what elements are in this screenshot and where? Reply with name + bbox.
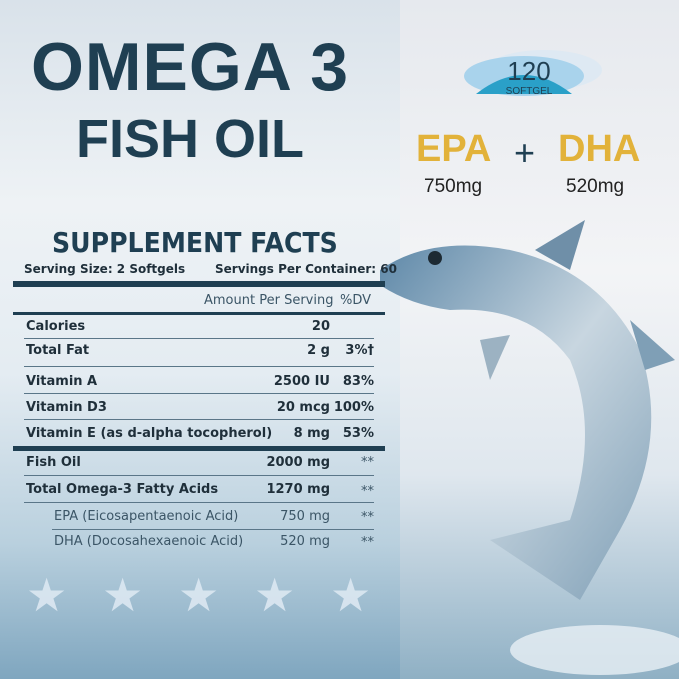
epa-label: EPA <box>416 128 492 170</box>
nutrient-amount: 20 <box>311 319 330 334</box>
nutrient-dv: 100% <box>333 400 374 415</box>
facts-row-total-fat: Total Fat 2 g 3%† <box>24 339 374 367</box>
amount-per-serving-header: Amount Per Serving <box>204 293 334 308</box>
star-icon: ★ <box>26 568 68 622</box>
nutrient-name: Fish Oil <box>26 455 81 470</box>
facts-row-vitamin-e: Vitamin E (as d-alpha tocopherol) 8 mg 53% <box>24 420 374 446</box>
nutrient-amount: 8 mg <box>293 426 330 441</box>
dv-header: %DV <box>340 293 372 308</box>
jumping-fish-image <box>380 220 679 675</box>
nutrient-dv: 53% <box>342 426 374 441</box>
star-icon: ★ <box>178 568 220 622</box>
nutrient-amount: 2500 IU <box>273 374 330 389</box>
facts-row-vitamin-a: Vitamin A 2500 IU 83% <box>24 367 374 394</box>
softgel-badge <box>464 50 602 96</box>
nutrient-name: Total Omega-3 Fatty Acids <box>26 482 219 497</box>
star-icon: ★ <box>102 568 144 622</box>
nutrient-amount: 750 mg <box>280 509 330 524</box>
nutrient-amount: 2 g <box>307 343 330 358</box>
facts-row-fish-oil: Fish Oil 2000 mg ** <box>24 451 374 476</box>
facts-row-vitamin-d3: Vitamin D3 20 mcg 100% <box>24 394 374 420</box>
nutrient-amount: 20 mcg <box>276 400 330 415</box>
facts-row-calories: Calories 20 <box>24 315 374 339</box>
epa-amount: 750mg <box>424 176 483 197</box>
title-line2: FISH OIL <box>76 109 304 169</box>
nutrient-amount: 520 mg <box>280 534 330 549</box>
title-line1: OMEGA 3 <box>30 29 350 105</box>
nutrient-name: Vitamin A <box>26 374 98 389</box>
badge-count: 120 <box>507 56 551 86</box>
nutrient-name: EPA (Eicosapentaenoic Acid) <box>54 509 239 524</box>
servings-per-container: Servings Per Container: 60 <box>215 262 397 276</box>
nutrient-dv: ** <box>361 484 374 499</box>
facts-row-epa: EPA (Eicosapentaenoic Acid) 750 mg ** <box>52 503 374 530</box>
nutrient-dv: ** <box>361 455 374 470</box>
dha-label: DHA <box>558 128 641 170</box>
nutrient-name: Calories <box>26 319 86 334</box>
nutrient-name: Vitamin D3 <box>26 400 107 415</box>
facts-row-omega-3: Total Omega-3 Fatty Acids 1270 mg ** <box>24 476 374 503</box>
nutrient-dv: ** <box>361 535 374 550</box>
nutrient-name: Vitamin E (as d-alpha tocopherol) <box>26 426 273 441</box>
star-icon: ★ <box>254 568 296 622</box>
nutrient-dv: 83% <box>342 374 374 389</box>
serving-size: Serving Size: 2 Softgels <box>24 262 186 276</box>
nutrient-amount: 1270 mg <box>266 482 330 497</box>
facts-row-dha: DHA (Docosahexaenoic Acid) 520 mg ** <box>52 530 374 556</box>
nutrient-amount: 2000 mg <box>266 455 330 470</box>
nutrient-name: DHA (Docosahexaenoic Acid) <box>54 534 244 549</box>
thick-divider <box>13 446 385 451</box>
badge-unit: SOFTGEL <box>505 86 553 97</box>
dha-amount: 520mg <box>566 176 625 197</box>
nutrient-dv: 3%† <box>345 343 374 358</box>
nutrient-name: Total Fat <box>26 343 90 358</box>
divider <box>13 312 385 315</box>
star-icon: ★ <box>330 568 372 622</box>
nutrient-dv: ** <box>361 510 374 525</box>
thick-divider <box>13 281 385 287</box>
supplement-facts-heading: SUPPLEMENT FACTS <box>52 226 338 259</box>
plus-sign: + <box>514 132 536 173</box>
